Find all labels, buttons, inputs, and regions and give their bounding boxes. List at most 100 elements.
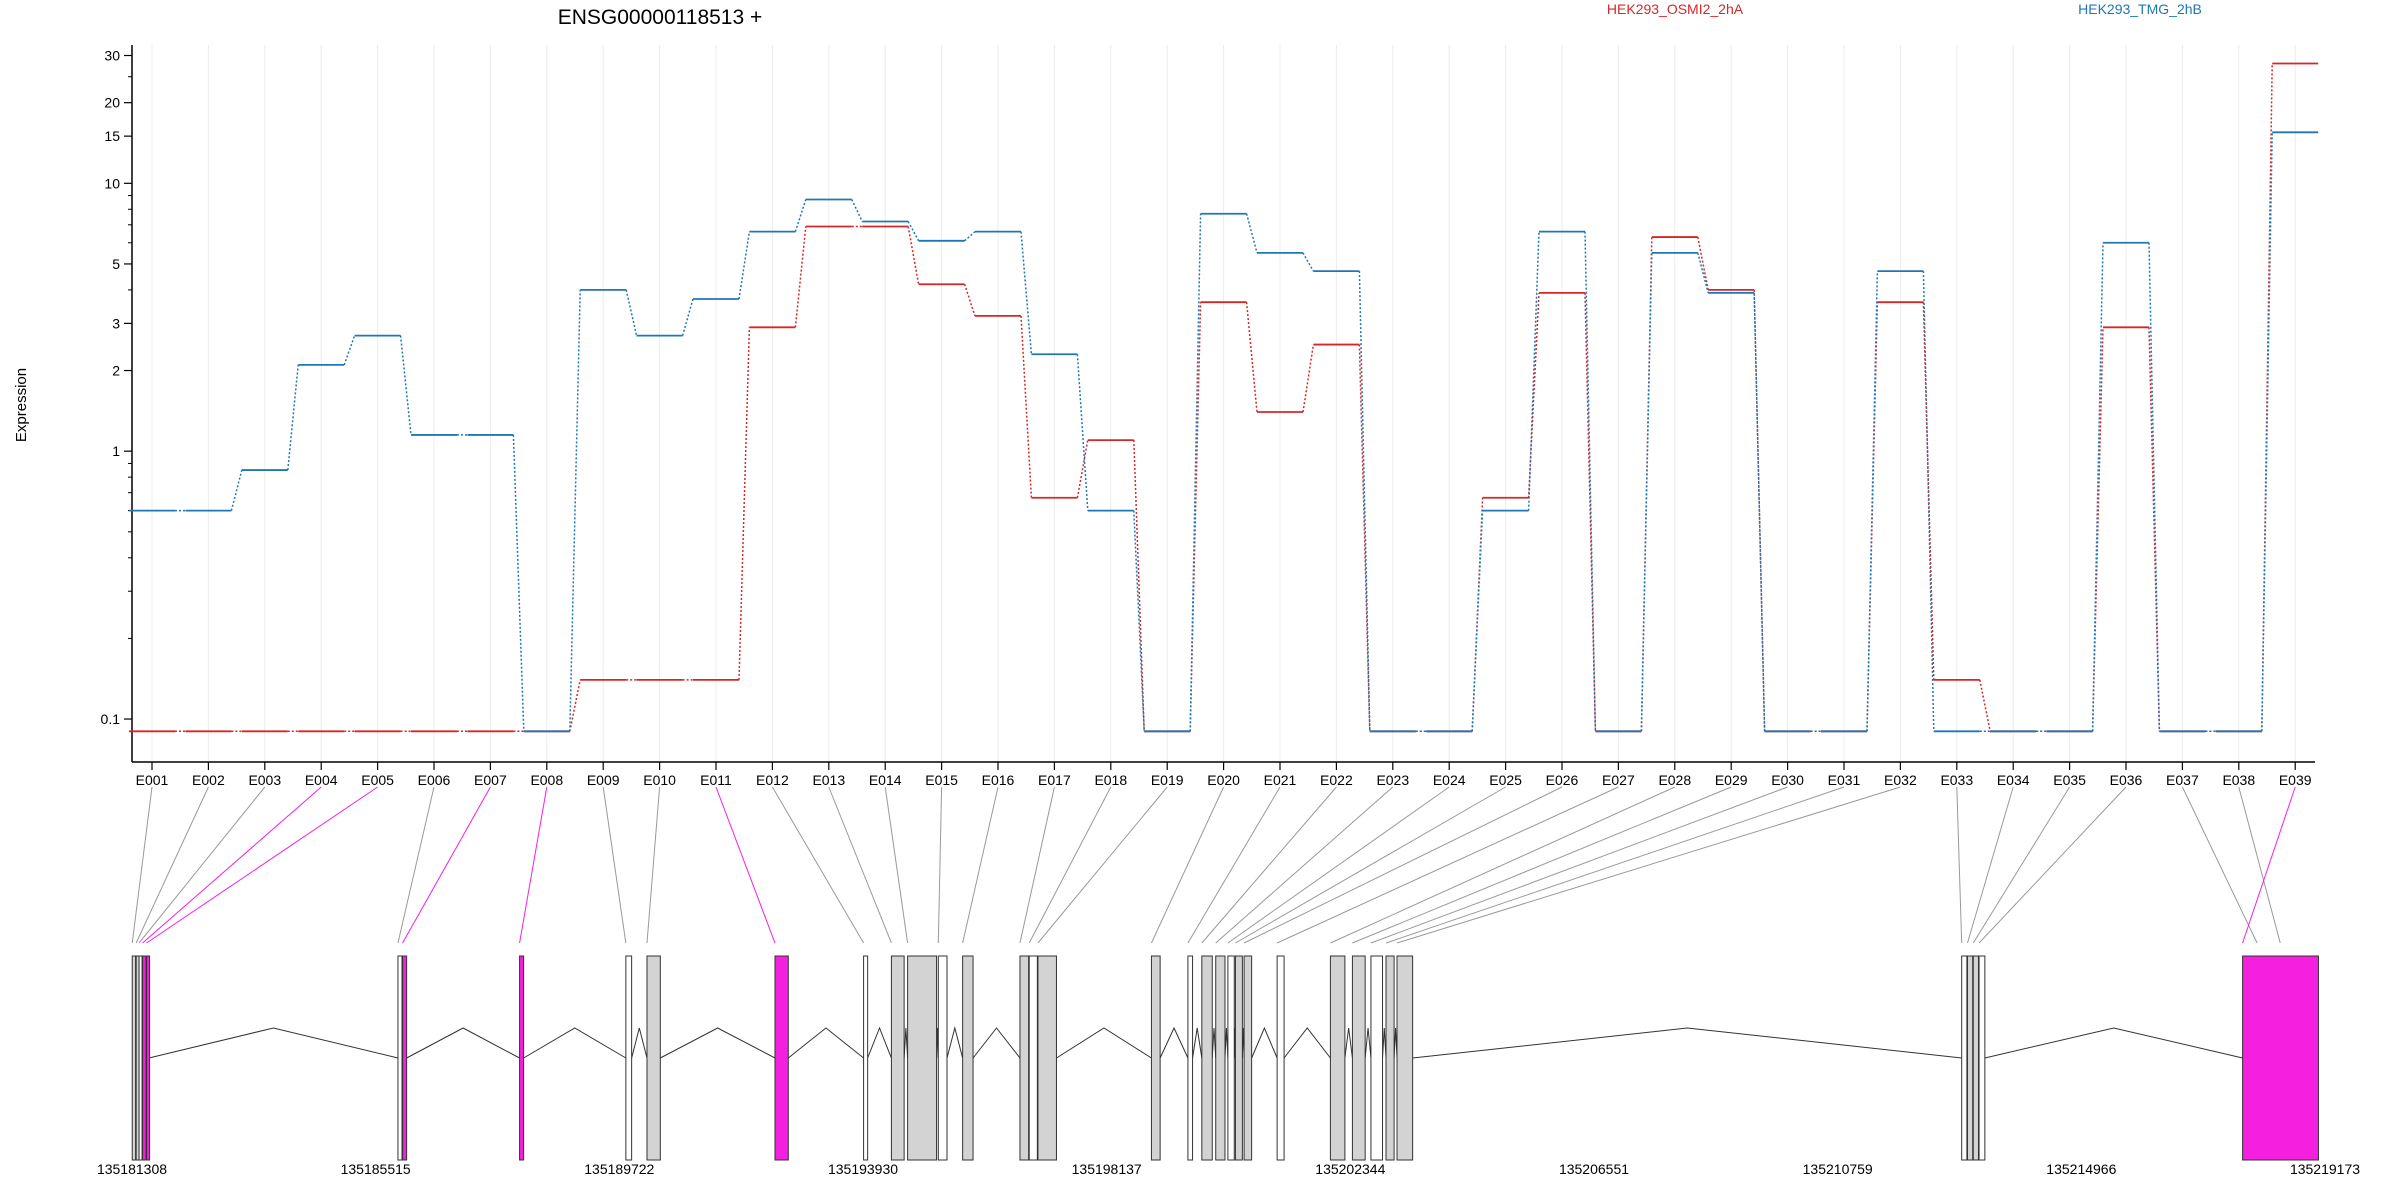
exon-box: [1019, 955, 1030, 1161]
data-connector: [1697, 252, 1709, 294]
exon-box: [1978, 955, 1986, 1161]
data-connector: [1245, 213, 1258, 254]
exon-connector: [962, 786, 999, 944]
exon-box: [774, 955, 789, 1161]
x-tick-label: E020: [1207, 772, 1240, 788]
exon-connector: [828, 786, 892, 944]
data-connector: [625, 289, 638, 336]
exon-connector: [1385, 786, 1845, 944]
data-connector: [399, 335, 412, 435]
axes-layer: 0.1 1 2 3 5 10 15 20 30 E001 E002 E003 E004 E005 E006 E…: [101, 45, 2315, 788]
x-tick-label: E005: [361, 772, 394, 788]
exon-connector: [135, 786, 209, 944]
intron-line: [523, 1027, 627, 1059]
data-connector: [794, 199, 807, 232]
data-connector: [1358, 344, 1371, 732]
intron-line: [660, 1027, 776, 1059]
exon-connector: [1201, 786, 1337, 944]
genome-tick-label: 135193930: [828, 1161, 898, 1177]
exon-connector: [1019, 786, 1055, 944]
exon-box: [1329, 955, 1346, 1161]
data-connector: [2148, 242, 2161, 732]
exon-connector: [397, 786, 435, 944]
exon-box: [402, 955, 408, 1161]
exon-box: [1972, 955, 1979, 1161]
intron-line: [1251, 1026, 1278, 1059]
exon-connector: [402, 786, 491, 944]
x-tick-label: E007: [474, 772, 507, 788]
y-axis-label: Expression: [13, 368, 30, 442]
exon-connector: [1187, 786, 1281, 944]
exon-connector: [1370, 786, 1788, 944]
x-tick-label: E021: [1264, 772, 1297, 788]
genome-tick-label: 135202344: [1315, 1161, 1385, 1177]
intron-line: [1382, 1027, 1387, 1059]
data-connector: [794, 226, 807, 328]
exon-box: [146, 955, 151, 1161]
exon-box: [1396, 955, 1414, 1161]
data-connector: [569, 289, 581, 732]
x-tick-label: E022: [1320, 772, 1353, 788]
data-connector: [1302, 252, 1315, 272]
x-tick-label: E016: [982, 772, 1015, 788]
legend-entry-tmg: HEK293_TMG_2hB: [2078, 1, 2202, 17]
data-connector: [1189, 302, 1202, 732]
x-tick-label: E036: [2110, 772, 2143, 788]
exon-connector: [884, 786, 909, 944]
genome-tick-label: 135181308: [97, 1161, 167, 1177]
exon-connector: [1352, 786, 1732, 944]
x-tick-label: E029: [1715, 772, 1748, 788]
exon-connector: [1235, 786, 1506, 944]
exon-box: [1028, 955, 1038, 1161]
data-connector: [1076, 354, 1089, 511]
x-tick-label: E024: [1433, 772, 1466, 788]
exon-box: [863, 955, 869, 1161]
exon-box: [519, 955, 525, 1161]
exon-box: [1961, 955, 1968, 1161]
exon-connector: [1956, 786, 1963, 944]
data-connector: [1753, 292, 1766, 732]
gene-model: 135181308 135185515 135189722 135193930 1351…: [97, 955, 2360, 1177]
exon-box: [1234, 955, 1243, 1161]
data-connector: [1697, 236, 1709, 291]
data-connector: [1020, 315, 1033, 498]
exon-connector: [146, 786, 378, 944]
y-tick-label: 15: [104, 128, 120, 144]
x-tick-label: E035: [2053, 772, 2086, 788]
data-connector: [287, 364, 299, 471]
x-tick-label: E019: [1151, 772, 1184, 788]
y-tick-label: 1: [112, 443, 120, 459]
intron-line: [1211, 1027, 1217, 1059]
exon-connector: [138, 786, 266, 944]
connector-layer: [131, 786, 2296, 944]
exon-box: [131, 955, 137, 1161]
exon-connector: [1215, 786, 1394, 944]
y-tick-label: 30: [104, 48, 120, 64]
exon-connector: [1243, 786, 1563, 944]
intron-line: [1056, 1027, 1152, 1059]
intron-line: [867, 1026, 892, 1059]
exon-box: [625, 955, 633, 1161]
data-connector: [681, 298, 694, 336]
exon-connector: [2181, 786, 2258, 944]
exon-connector: [1150, 786, 1225, 944]
intron-line: [1344, 1027, 1353, 1059]
data-connector: [1527, 231, 1540, 511]
x-tick-label: E039: [2279, 772, 2312, 788]
data-connector: [1133, 440, 1145, 732]
exon-connector: [1967, 786, 2014, 944]
intron-line: [1283, 1027, 1331, 1059]
data-connector: [738, 327, 751, 680]
exon-box: [1243, 955, 1253, 1161]
intron-line: [946, 1026, 964, 1059]
data-connector: [343, 335, 356, 366]
series-layer: [129, 62, 2319, 733]
x-tick-label: E027: [1602, 772, 1635, 788]
x-tick-label: E009: [587, 772, 620, 788]
intron-line: [1159, 1026, 1189, 1059]
exon-box: [397, 955, 403, 1161]
exon-connector: [1037, 786, 1168, 944]
exon-connector: [602, 786, 627, 944]
genome-tick-label: 135206551: [1559, 1161, 1629, 1177]
exon-box: [1150, 955, 1161, 1161]
